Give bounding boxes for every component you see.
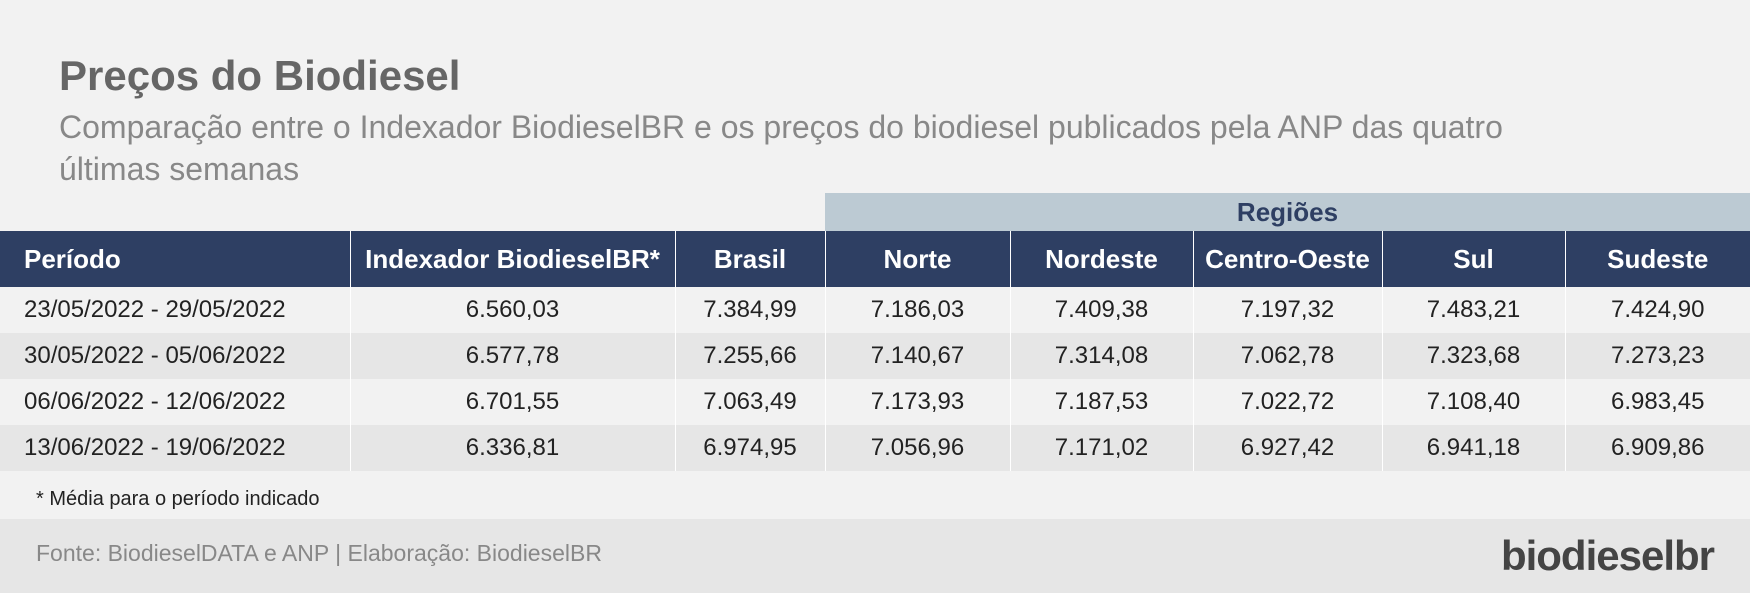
period-cell: 23/05/2022 - 29/05/2022	[0, 287, 350, 333]
column-header: Sudeste	[1564, 231, 1750, 287]
price-cell: 7.424,90	[1564, 287, 1750, 333]
column-header: Indexador BiodieselBR*	[349, 231, 675, 287]
logo: biodieselbr	[1500, 532, 1715, 579]
column-header: Norte	[824, 231, 1010, 287]
table-row: 30/05/2022 - 05/06/2022 6.577,78 7.255,66 7…	[0, 333, 1750, 379]
price-cell: 7.063,49	[674, 379, 825, 425]
price-cell: 7.173,93	[824, 379, 1010, 425]
price-cell: 7.483,21	[1381, 287, 1565, 333]
price-cell: 7.186,03	[824, 287, 1010, 333]
column-header: Brasil	[674, 231, 825, 287]
price-cell: 7.197,32	[1192, 287, 1382, 333]
column-header: Período	[0, 231, 350, 287]
price-cell: 6.927,42	[1192, 425, 1382, 471]
price-cell: 7.187,53	[1009, 379, 1193, 425]
price-cell: 6.974,95	[674, 425, 825, 471]
price-cell: 7.140,67	[824, 333, 1010, 379]
price-cell: 7.314,08	[1009, 333, 1193, 379]
column-header: Sul	[1381, 231, 1565, 287]
price-cell: 7.273,23	[1564, 333, 1750, 379]
price-cell: 6.941,18	[1381, 425, 1565, 471]
subtitle: Comparação entre o Indexador BiodieselBR…	[59, 109, 1503, 187]
price-cell: 7.062,78	[1192, 333, 1382, 379]
group-header: Regiões	[825, 193, 1750, 231]
table-row: 23/05/2022 - 29/05/2022 6.560,03 7.384,99 7…	[0, 287, 1750, 333]
footnote: * Média para o período indicado	[36, 488, 320, 510]
header-row: Período Indexador BiodieselBR* Brasil Norte…	[0, 231, 1750, 287]
price-cell: 7.108,40	[1381, 379, 1565, 425]
price-table: Período Indexador BiodieselBR* Brasil Norte…	[0, 231, 1750, 471]
period-cell: 13/06/2022 - 19/06/2022	[0, 425, 350, 471]
price-cell: 7.384,99	[674, 287, 825, 333]
table-row: 06/06/2022 - 12/06/2022 6.701,55 7.063,49 7…	[0, 379, 1750, 425]
price-cell: 6.577,78	[349, 333, 675, 379]
footer-band	[0, 519, 1750, 593]
price-cell: 7.171,02	[1009, 425, 1193, 471]
price-cell: 6.560,03	[349, 287, 675, 333]
column-header: Nordeste	[1009, 231, 1193, 287]
price-cell: 7.022,72	[1192, 379, 1382, 425]
title: Preços do Biodiesel	[59, 52, 461, 99]
price-cell: 6.909,86	[1564, 425, 1750, 471]
price-cell: 6.336,81	[349, 425, 675, 471]
price-cell: 7.056,96	[824, 425, 1010, 471]
price-cell: 6.701,55	[349, 379, 675, 425]
period-cell: 30/05/2022 - 05/06/2022	[0, 333, 350, 379]
column-header: Centro-Oeste	[1192, 231, 1382, 287]
price-cell: 7.255,66	[674, 333, 825, 379]
table-row: 13/06/2022 - 19/06/2022 6.336,81 6.974,95 7…	[0, 425, 1750, 471]
source: Fonte: BiodieselDATA e ANP | Elaboração:…	[36, 540, 602, 566]
price-cell: 6.983,45	[1564, 379, 1750, 425]
price-cell: 7.323,68	[1381, 333, 1565, 379]
price-cell: 7.409,38	[1009, 287, 1193, 333]
period-cell: 06/06/2022 - 12/06/2022	[0, 379, 350, 425]
